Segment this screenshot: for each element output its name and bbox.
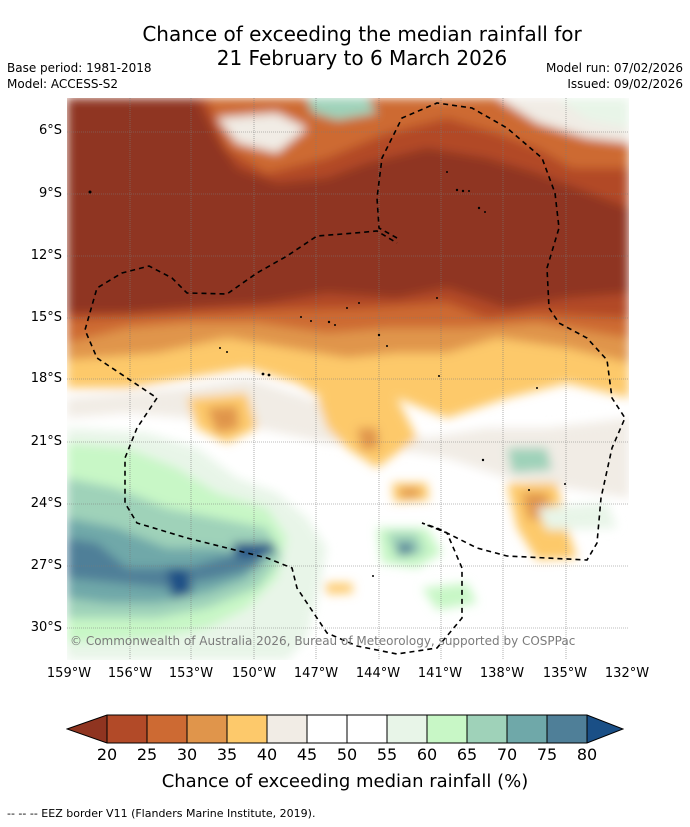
lat-label-27s: 27°S	[30, 558, 62, 573]
colorbar-label-55: 55	[376, 745, 398, 764]
dry-patch-small-south	[325, 583, 353, 594]
colorbar-box-75-80	[547, 715, 587, 743]
wet-ne-patch	[557, 98, 629, 128]
lat-label-15s: 15°S	[30, 310, 62, 325]
colorbar-box-55-60	[387, 715, 427, 743]
lon-label-153w: 153°W	[168, 666, 214, 681]
colorbar-box-65-70	[467, 715, 507, 743]
colorbar-label-75: 75	[536, 745, 558, 764]
wet-far-east	[507, 448, 552, 473]
lon-label-132w: 132°W	[604, 666, 650, 681]
wet-southeast	[422, 583, 477, 610]
colorbar-label-80: 80	[576, 745, 598, 764]
issued-text: Issued: 09/02/2026	[567, 77, 683, 91]
islands	[88, 171, 566, 577]
copyright-text: © Commonwealth of Australia 2026, Bureau…	[70, 634, 576, 648]
wet-75-80	[67, 538, 267, 588]
colorbar-label-35: 35	[216, 745, 238, 764]
colorbar-title: Chance of exceeding median rainfall (%)	[161, 771, 529, 792]
graticule	[67, 98, 629, 660]
lon-label-144w: 144°W	[355, 666, 401, 681]
colorbar-box-40-45	[267, 715, 307, 743]
colorbar-label-60: 60	[416, 745, 438, 764]
colorbar-box-35-40	[227, 715, 267, 743]
lon-label-141w: 141°W	[417, 666, 463, 681]
rainfall-map-svg	[67, 98, 629, 660]
colorbar-label-30: 30	[176, 745, 198, 764]
colorbar-label-50: 50	[336, 745, 358, 764]
colorbar-label-65: 65	[456, 745, 478, 764]
wet-east-blue	[397, 543, 415, 555]
colorbar-box-30-35	[187, 715, 227, 743]
rainfall-field	[67, 98, 629, 660]
lat-label-18s: 18°S	[30, 371, 62, 386]
neutral-north-patch	[217, 113, 307, 153]
colorbar-box-70-75	[507, 715, 547, 743]
lon-label-156w: 156°W	[107, 666, 153, 681]
colorbar-box-20-25	[107, 715, 147, 743]
colorbar-high-triangle	[587, 715, 623, 743]
model-run-text: Model run: 07/02/2026	[545, 61, 683, 75]
wet-above-80-b	[232, 543, 277, 558]
lat-label-24s: 24°S	[30, 496, 62, 511]
meta-left: Base period: 1981-2018 Model: ACCESS-S2	[7, 60, 152, 92]
colorbar-low-triangle	[67, 715, 107, 743]
lon-label-135w: 135°W	[542, 666, 588, 681]
dry-patch-south-inner	[400, 488, 420, 498]
map-title-line2: 21 February to 6 March 2026	[216, 46, 508, 70]
eez-note: -- -- -- EEZ border V11 (Flanders Marine…	[7, 807, 316, 820]
map-title: Chance of exceeding the median rainfall …	[0, 22, 690, 70]
colorbar-label-70: 70	[496, 745, 518, 764]
lon-label-147w: 147°W	[293, 666, 339, 681]
lat-label-6s: 6°S	[38, 123, 62, 138]
colorbar-label-45: 45	[296, 745, 318, 764]
map-title-line1: Chance of exceeding the median rainfall …	[142, 22, 582, 46]
band-below-20	[67, 98, 629, 313]
colorbar-label-20: 20	[96, 745, 118, 764]
meta-right: Model run: 07/02/2026 Issued: 09/02/2026	[546, 60, 683, 92]
colorbar-box-45-50	[307, 715, 347, 743]
lat-label-21s: 21°S	[30, 434, 62, 449]
wet-small-ne	[537, 503, 617, 530]
colorbar-box-50-55	[347, 715, 387, 743]
lat-label-12s: 12°S	[30, 248, 62, 263]
dry-patch-central-inner	[357, 428, 379, 450]
lon-label-138w: 138°W	[479, 666, 525, 681]
lon-label-150w: 150°W	[231, 666, 277, 681]
colorbar-label-25: 25	[136, 745, 158, 764]
colorbar	[66, 714, 624, 744]
lon-label-159w: 159°W	[46, 666, 92, 681]
wet-above-80-a	[167, 568, 192, 598]
colorbar-box-60-65	[427, 715, 467, 743]
lat-label-9s: 9°S	[38, 186, 62, 201]
lat-label-30s: 30°S	[30, 620, 62, 635]
colorbar-outlines	[66, 714, 624, 744]
rainfall-map	[67, 98, 629, 660]
colorbar-label-40: 40	[256, 745, 278, 764]
dry-patch-west-inner	[207, 406, 239, 433]
wet-north-patch	[307, 98, 377, 120]
base-period-text: Base period: 1981-2018	[7, 61, 152, 75]
eez-borders	[84, 102, 626, 655]
colorbar-box-25-30	[147, 715, 187, 743]
model-text: Model: ACCESS-S2	[7, 77, 119, 91]
